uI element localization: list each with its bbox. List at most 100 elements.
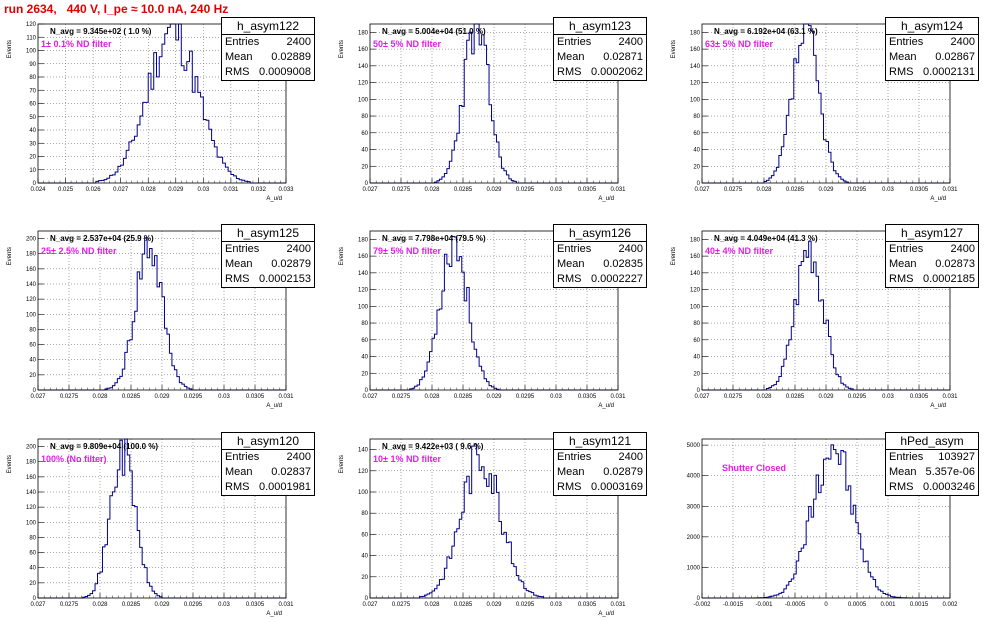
x-tick-label: 0.03 bbox=[197, 187, 209, 193]
stats-value: 2400 bbox=[618, 451, 643, 463]
x-tick-label: 0.027 bbox=[30, 394, 46, 400]
stats-key: Mean bbox=[889, 466, 917, 478]
y-axis-label: Events bbox=[7, 247, 13, 265]
y-tick-label: 80 bbox=[361, 321, 368, 327]
x-tick-label: 0.029 bbox=[818, 187, 834, 193]
x-tick-label: 0.0305 bbox=[246, 394, 265, 400]
stats-key: Entries bbox=[225, 243, 260, 255]
histogram-series bbox=[38, 23, 286, 184]
stats-value: 0.02867 bbox=[935, 51, 975, 63]
y-tick-label: 1000 bbox=[687, 565, 701, 571]
stats-key: Entries bbox=[557, 36, 592, 48]
y-tick-label: 80 bbox=[361, 511, 368, 517]
y-tick-label: 80 bbox=[361, 114, 368, 120]
x-tick-label: 0.0305 bbox=[910, 187, 929, 193]
x-tick-label: 0.0275 bbox=[60, 394, 79, 400]
stats-row-mean: Mean 0.02889 bbox=[222, 50, 314, 65]
stats-key: Mean bbox=[557, 258, 585, 270]
y-tick-label: 120 bbox=[26, 297, 37, 303]
y-tick-label: 110 bbox=[26, 35, 36, 41]
y-tick-label: 100 bbox=[26, 520, 37, 526]
y-tick-label: 180 bbox=[26, 460, 37, 466]
y-tick-label: 0 bbox=[33, 388, 37, 394]
x-tick-label: 0.0295 bbox=[516, 394, 535, 400]
x-tick-label: 0.03 bbox=[218, 602, 230, 608]
y-tick-label: 160 bbox=[690, 47, 701, 53]
y-tick-label: 90 bbox=[29, 62, 36, 68]
stats-row-entries: Entries 103927 bbox=[886, 450, 978, 465]
y-tick-label: 160 bbox=[690, 254, 701, 260]
stats-row-mean: Mean 0.02873 bbox=[886, 257, 978, 272]
stats-row-mean: Mean 0.02867 bbox=[886, 50, 978, 65]
x-tick-label: 0.031 bbox=[610, 187, 626, 193]
stats-key: RMS bbox=[889, 273, 914, 285]
stats-box: h_asym127 Entries 2400 Mean 0.02873 RMS 0.0002… bbox=[885, 224, 979, 288]
stats-value: 0.02879 bbox=[603, 466, 643, 478]
y-tick-label: 60 bbox=[693, 131, 700, 137]
stats-value: 0.02835 bbox=[603, 258, 643, 270]
stats-row-rms: RMS 0.0001981 bbox=[222, 480, 314, 495]
histogram-plot: 0.027 0.0275 0.028 0.0285 0.029 0.0295 0.03 0.0… bbox=[7, 438, 294, 617]
y-tick-label: 60 bbox=[29, 102, 36, 108]
n-avg-label: N_avg = 5.004e+04 (51.0 %) bbox=[382, 27, 486, 36]
x-axis-label: A_u/d bbox=[266, 611, 282, 617]
y-tick-label: 0 bbox=[697, 181, 701, 187]
y-axis-label: Events bbox=[339, 40, 345, 58]
y-tick-label: 60 bbox=[693, 338, 700, 344]
histogram-plot: 0.027 0.0275 0.028 0.0285 0.029 0.0295 0.03 0.0… bbox=[671, 23, 958, 202]
x-tick-label: 0.0275 bbox=[392, 394, 411, 400]
stats-row-rms: RMS 0.0003169 bbox=[554, 480, 646, 495]
x-tick-label: 0.0295 bbox=[516, 187, 535, 193]
y-tick-label: 60 bbox=[361, 532, 368, 538]
y-tick-label: 0 bbox=[33, 181, 37, 187]
stats-row-entries: Entries 2400 bbox=[886, 242, 978, 257]
stats-box: h_asym124 Entries 2400 Mean 0.02867 RMS 0.0002… bbox=[885, 17, 979, 81]
y-tick-label: 20 bbox=[29, 581, 36, 587]
y-tick-label: 100 bbox=[358, 304, 369, 310]
x-tick-label: 0.027 bbox=[113, 187, 129, 193]
stats-row-rms: RMS 0.0002227 bbox=[554, 272, 646, 287]
stats-value: 2400 bbox=[286, 451, 311, 463]
x-tick-label: 0.0295 bbox=[848, 394, 867, 400]
stats-value: 0.0002185 bbox=[923, 273, 975, 285]
x-tick-label: -0.0005 bbox=[785, 602, 806, 608]
run-title: run 2634, 440 V, I_pe ≈ 10.0 nA, 240 Hz bbox=[4, 2, 229, 16]
stats-row-entries: Entries 2400 bbox=[222, 450, 314, 465]
y-tick-label: 160 bbox=[26, 267, 37, 273]
histogram-pad-h_asym123: 0.027 0.0275 0.028 0.0285 0.029 0.0295 0.03 0.0… bbox=[332, 0, 664, 207]
x-tick-label: 0.03 bbox=[218, 394, 230, 400]
y-tick-label: 120 bbox=[358, 81, 369, 87]
stats-row-entries: Entries 2400 bbox=[886, 35, 978, 50]
n-avg-label: N_avg = 4.049e+04 (41.3 %) bbox=[714, 234, 818, 243]
stats-key: Mean bbox=[225, 466, 253, 478]
filter-label: 100% (No filter) bbox=[41, 454, 107, 464]
y-tick-label: 0 bbox=[365, 181, 369, 187]
y-tick-label: 3000 bbox=[687, 504, 701, 510]
x-tick-label: 0.031 bbox=[278, 602, 294, 608]
x-tick-label: 0.027 bbox=[362, 602, 378, 608]
histogram-name: h_asym122 bbox=[222, 18, 314, 35]
filter-label: 63± 5% ND filter bbox=[705, 39, 773, 49]
n-avg-label: N_avg = 2.537e+04 (25.9 %) bbox=[50, 234, 154, 243]
y-tick-label: 20 bbox=[361, 371, 368, 377]
stats-value: 2400 bbox=[286, 243, 311, 255]
y-tick-label: 40 bbox=[361, 148, 368, 154]
y-axis-label: Events bbox=[339, 247, 345, 265]
y-tick-label: 200 bbox=[26, 445, 37, 451]
x-tick-label: -0.001 bbox=[755, 602, 773, 608]
y-tick-label: 180 bbox=[690, 30, 701, 36]
y-tick-label: 70 bbox=[29, 88, 36, 94]
stats-value: 0.02837 bbox=[271, 466, 311, 478]
y-tick-label: 160 bbox=[358, 47, 369, 53]
y-tick-label: 20 bbox=[29, 373, 36, 379]
x-tick-label: 0.03 bbox=[882, 394, 894, 400]
stats-key: RMS bbox=[557, 66, 582, 78]
stats-value: 2400 bbox=[286, 36, 311, 48]
stats-row-rms: RMS 0.0002153 bbox=[222, 272, 314, 287]
filter-label: 79± 5% ND filter bbox=[373, 246, 441, 256]
y-tick-label: 120 bbox=[690, 81, 701, 87]
x-tick-label: 0.0295 bbox=[184, 394, 203, 400]
histogram-name: h_asym123 bbox=[554, 18, 646, 35]
stats-key: Entries bbox=[225, 451, 260, 463]
